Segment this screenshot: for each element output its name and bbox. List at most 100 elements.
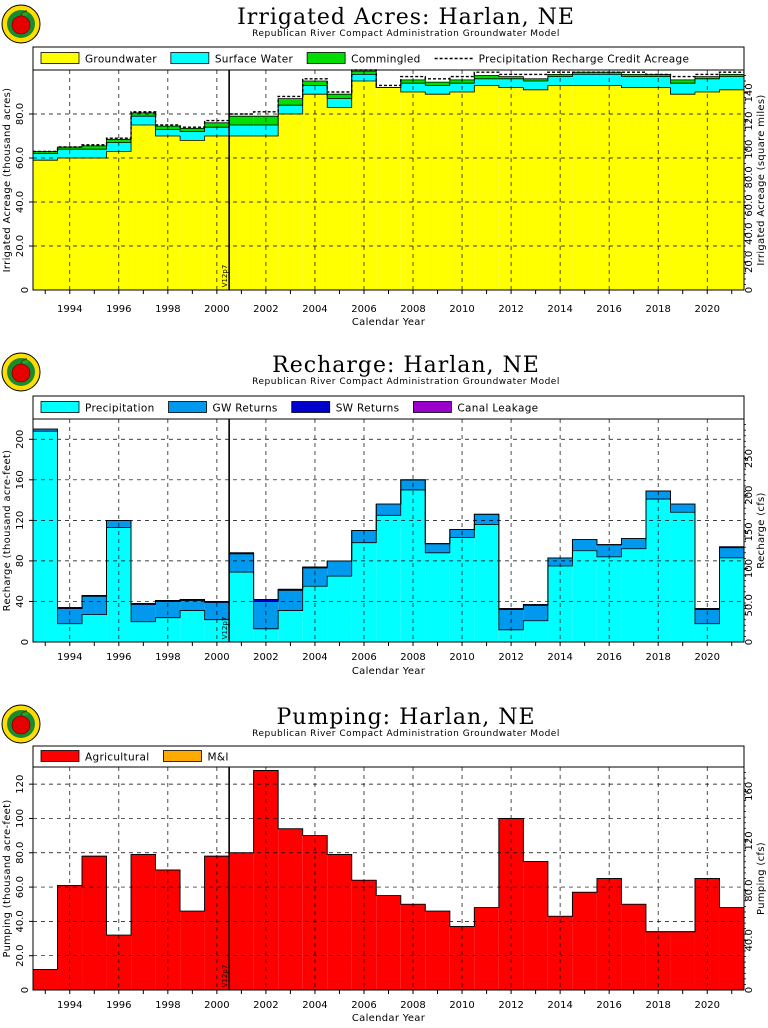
area-segment xyxy=(82,614,107,642)
x-tick-label: 1998 xyxy=(155,1000,180,1011)
logo-leaf xyxy=(22,12,28,16)
y-axis-label: Pumping (thousand acre-feet) xyxy=(2,799,13,957)
area-segment xyxy=(327,94,352,99)
area-segment xyxy=(547,557,573,566)
area-segment xyxy=(474,75,499,79)
legend: Precipitation GW Returns SW Returns Canal L… xyxy=(33,401,744,420)
area-segment xyxy=(645,74,671,77)
area-segment xyxy=(621,538,646,549)
area-segment xyxy=(33,429,58,432)
legend-swatch xyxy=(170,52,210,64)
area-segment xyxy=(572,85,597,291)
area-segment xyxy=(351,530,377,543)
area-segment xyxy=(572,74,597,86)
x-tick-label: 2014 xyxy=(547,1000,572,1011)
legend-label: M&I xyxy=(207,752,228,764)
area-segment xyxy=(670,931,695,990)
legend-item: SW Returns xyxy=(291,401,400,415)
area-segment xyxy=(131,603,156,605)
area-segment xyxy=(498,87,524,290)
area-segment xyxy=(670,512,695,642)
y-axis-right: 40.0 80.0 120 160 0 Pumping (cfs) xyxy=(744,772,767,993)
area-segment xyxy=(719,907,744,990)
area-segment xyxy=(278,590,303,611)
area-segment xyxy=(547,85,573,291)
x-axis-label: Calendar Year xyxy=(352,666,426,677)
logo-leaf xyxy=(22,712,28,716)
x-tick-label: 2004 xyxy=(302,652,327,663)
legend-label: Precipitation Recharge Credit Acreage xyxy=(479,54,690,66)
x-tick-label: 1996 xyxy=(106,1000,131,1011)
plot-frame-border xyxy=(32,46,745,291)
area-segment xyxy=(694,623,720,642)
x-tick-label: 1998 xyxy=(155,304,180,315)
area-segment xyxy=(645,499,671,642)
legend-item: Precipitation xyxy=(40,401,154,415)
legend-label: SW Returns xyxy=(336,403,400,415)
area-segment xyxy=(694,78,720,92)
area-segment xyxy=(131,125,156,290)
area-segment xyxy=(719,557,744,642)
logo-apple xyxy=(11,363,31,383)
area-segment xyxy=(523,81,548,90)
y-axis-left: 20.0 40.0 60.0 80.0 100 120 0 Pumping (thousand… xyxy=(2,775,33,993)
area-segment xyxy=(180,140,205,290)
y-tick-label-right: 40.0 xyxy=(744,929,755,951)
area-segment xyxy=(523,620,548,642)
y-tick-label: 80.0 xyxy=(15,842,26,864)
area-segment xyxy=(645,490,671,500)
area-segment xyxy=(131,116,156,125)
chart-title: Irrigated Acres: Harlan, NE xyxy=(237,5,575,30)
x-tick-label: 2020 xyxy=(694,652,719,663)
area-segment xyxy=(498,608,524,610)
y-tick-label: 40 xyxy=(15,595,26,608)
logo-icon xyxy=(1,704,41,744)
y-axis-label-right: Recharge (cfs) xyxy=(756,492,767,568)
legend-label: Agricultural xyxy=(85,752,149,764)
legend-item: Surface Water xyxy=(170,52,293,66)
x-tick-label: 1994 xyxy=(57,652,82,663)
area-segment xyxy=(229,136,254,290)
y-axis-left: 20.0 40.0 60.0 80.0 0 Irrigated Acreage (thou… xyxy=(2,88,33,293)
area-segment xyxy=(82,145,107,150)
y-axis-right: 20.0 40.0 60.0 80.0 100 120 140 0 Irrigated Acre… xyxy=(744,75,767,293)
y-tick-label: 120 xyxy=(15,775,26,794)
area-segment xyxy=(572,539,597,551)
y-tick-label-right: 20.0 xyxy=(744,251,755,273)
y-tick-label: 20.0 xyxy=(15,945,26,967)
y-tick-label-right: 0 xyxy=(744,987,755,993)
area-segment xyxy=(425,543,450,553)
area-segment xyxy=(596,85,622,291)
area-segment xyxy=(229,572,254,642)
legend-swatch xyxy=(291,401,331,413)
area-segment xyxy=(82,595,107,597)
y-tick-label: 160 xyxy=(15,470,26,489)
series-outline xyxy=(33,770,744,970)
x-tick-label: 2014 xyxy=(547,652,572,663)
area-segment xyxy=(33,151,58,154)
area-segment xyxy=(131,621,156,642)
y-tick-label-right: 50.0 xyxy=(744,594,755,616)
x-axis: 1994 1996 1998 2000 2002 2004 2006 2008 2010 2012… xyxy=(44,290,733,328)
x-tick-label: 2006 xyxy=(351,304,376,315)
series-outline xyxy=(33,70,744,152)
stack-layers xyxy=(33,69,744,291)
legend: Groundwater Surface Water Commingled Precip… xyxy=(33,52,744,71)
x-tick-label: 2012 xyxy=(498,1000,523,1011)
logo-stem xyxy=(20,710,28,717)
x-tick-label: 2002 xyxy=(253,304,278,315)
area-segment xyxy=(131,604,156,622)
plot-frame-border xyxy=(32,745,745,991)
logo-icon xyxy=(1,4,41,44)
legend-item: Agricultural xyxy=(40,750,149,764)
x-tick-label: 1994 xyxy=(57,1000,82,1011)
area-segment xyxy=(57,608,83,624)
area-segment xyxy=(57,147,83,150)
area-segment xyxy=(474,85,499,291)
area-segment xyxy=(694,608,720,610)
area-segment xyxy=(327,107,352,291)
y-tick-label-right: 160 xyxy=(744,782,755,801)
y-tick-label: 40.0 xyxy=(15,191,26,213)
